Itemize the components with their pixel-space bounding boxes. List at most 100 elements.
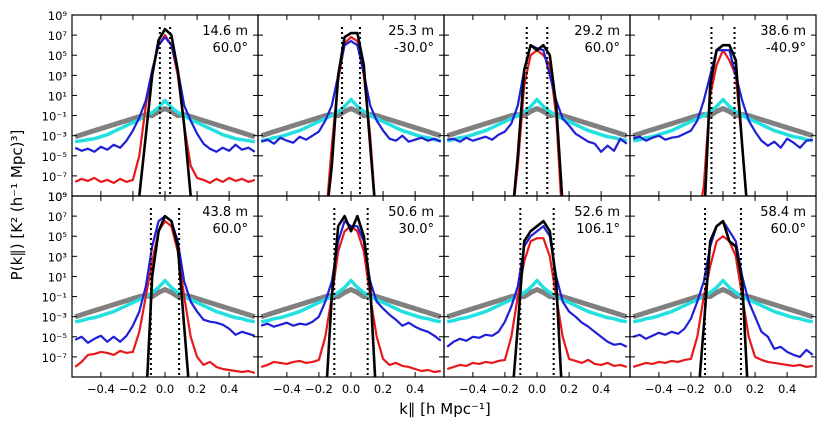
black-series-line — [512, 43, 564, 196]
cyan-series-line — [74, 278, 256, 324]
panel-baseline-label: 38.6 m — [760, 24, 806, 39]
black-series-line — [137, 27, 193, 196]
x-tick-label: −0.4 — [645, 382, 673, 396]
gray-series-line — [632, 106, 814, 139]
panel-series — [632, 27, 814, 196]
red-series-line — [446, 237, 628, 371]
blue-series-line — [260, 40, 442, 145]
panel-angle-label: -40.9° — [766, 41, 806, 56]
black-series-line — [145, 214, 190, 377]
x-tick-label: 0.4 — [220, 382, 238, 396]
blue-series-line — [74, 36, 256, 153]
x-tick-label: 0.2 — [746, 382, 764, 396]
cyan-series-line — [260, 97, 442, 143]
x-tick-label: 0.2 — [188, 382, 206, 396]
y-tick-labels: 10⁹10⁷10⁵10³10¹10⁻¹10⁻³10⁻⁵10⁻⁷10⁹10⁹10⁷… — [42, 9, 68, 365]
panel-5: 43.8 m 60.0° — [71, 195, 259, 378]
red-series-line — [632, 235, 813, 368]
panel-series — [74, 27, 256, 196]
panel-angle-label: -30.0° — [394, 41, 434, 56]
panel-baseline-label: 43.8 m — [202, 205, 248, 220]
gray-series-line — [260, 106, 442, 139]
x-tick-labels: −0.4 −0.2 0.0 0.2 0.4 −0.4 −0.2 0.0 0.2 0.4 −0.4 −0… — [87, 382, 796, 396]
y-tick-label: 10¹ — [48, 270, 67, 284]
panel-baseline-label: 58.4 m — [760, 205, 806, 220]
panel-1: 14.6 m 60.0° — [71, 14, 259, 197]
panel-frame — [629, 195, 817, 378]
x-tick-label: 0.2 — [560, 382, 578, 396]
y-tick-label: 10⁻¹ — [42, 291, 67, 305]
panel-angle-label: 106.1° — [576, 222, 620, 237]
y-tick-label: 10⁹ — [48, 9, 68, 23]
panel-series — [446, 27, 628, 196]
panel-4: 38.6 m -40.9° — [629, 14, 817, 197]
gray-series-line — [446, 287, 628, 320]
gray-series-line — [446, 106, 628, 139]
panel-series — [74, 208, 256, 377]
blue-series-line — [446, 225, 628, 348]
cyan-series-line — [74, 98, 256, 144]
y-axis-label: P(k∥) [K² (h⁻¹ Mpc)³] — [8, 130, 26, 281]
panel-series — [446, 208, 628, 377]
y-tick-label: 10¹ — [48, 89, 67, 103]
cyan-series-line — [260, 278, 442, 324]
y-tick-label: 10³ — [48, 69, 68, 83]
y-tick-label: 10⁷ — [48, 210, 68, 224]
red-series-line — [74, 220, 256, 375]
x-tick-label: 0.4 — [592, 382, 610, 396]
panel-angle-label: 60.0° — [585, 41, 620, 56]
gray-series-line — [74, 106, 256, 140]
panel-series — [632, 208, 814, 377]
panel-6: 50.6 m 30.0° — [257, 195, 445, 378]
panel-series — [260, 27, 442, 196]
panel-series — [260, 208, 442, 377]
cyan-series-line — [632, 278, 814, 324]
red-series-line — [74, 34, 256, 184]
x-tick-label: 0.0 — [342, 382, 360, 396]
x-axis-label: k∥ [h Mpc⁻¹] — [399, 400, 491, 418]
red-series-line — [326, 36, 376, 196]
panel-grid: 14.6 m 60.0° 25.3 m -30.0° 29.2 m 60.0° 38.6 m… — [71, 14, 817, 378]
blue-series-line — [447, 44, 628, 153]
gray-series-line — [632, 287, 814, 320]
y-tick-label: 10⁻³ — [42, 130, 68, 144]
y-tick-label: 10⁻³ — [42, 311, 68, 325]
panel-7: 52.6 m 106.1° — [443, 195, 631, 378]
y-tick-label: 10⁷ — [48, 29, 68, 43]
panel-angle-label: 60.0° — [771, 222, 806, 237]
panel-2: 25.3 m -30.0° — [257, 14, 445, 197]
x-tick-label: −0.2 — [491, 382, 519, 396]
cyan-series-line — [632, 97, 814, 143]
cyan-series-line — [446, 278, 628, 324]
black-series-line — [512, 219, 563, 377]
panel-angle-label: 30.0° — [399, 222, 434, 237]
panel-8: 58.4 m 60.0° — [629, 195, 817, 378]
x-tick-label: 0.0 — [156, 382, 174, 396]
blue-series-line — [260, 220, 442, 342]
x-tick-label: −0.2 — [119, 382, 147, 396]
panel-3: 29.2 m 60.0° — [443, 14, 631, 197]
panel-baseline-label: 52.6 m — [574, 205, 620, 220]
x-tick-label: −0.2 — [305, 382, 333, 396]
y-tick-label: 10⁻⁷ — [42, 170, 68, 184]
y-tick-label: 10⁹ — [48, 190, 68, 204]
panel-ticks — [72, 14, 258, 197]
x-tick-label: 0.4 — [778, 382, 796, 396]
cyan-series-line — [446, 97, 628, 143]
panel-baseline-label: 25.3 m — [388, 24, 434, 39]
x-tick-label: 0.0 — [714, 382, 732, 396]
y-tick-label: 10⁹ — [48, 190, 68, 204]
x-tick-label: 0.0 — [528, 382, 546, 396]
x-tick-label: −0.4 — [273, 382, 301, 396]
red-series-line — [260, 225, 441, 374]
black-series-line — [698, 219, 749, 377]
black-series-line — [325, 214, 377, 377]
panel-baseline-label: 50.6 m — [388, 205, 434, 220]
y-tick-label: 10⁻¹ — [42, 110, 67, 124]
x-tick-label: −0.4 — [87, 382, 115, 396]
x-tick-label: −0.2 — [677, 382, 705, 396]
y-tick-label: 10⁵ — [48, 49, 68, 63]
x-tick-label: 0.2 — [374, 382, 392, 396]
gray-series-line — [260, 287, 442, 320]
